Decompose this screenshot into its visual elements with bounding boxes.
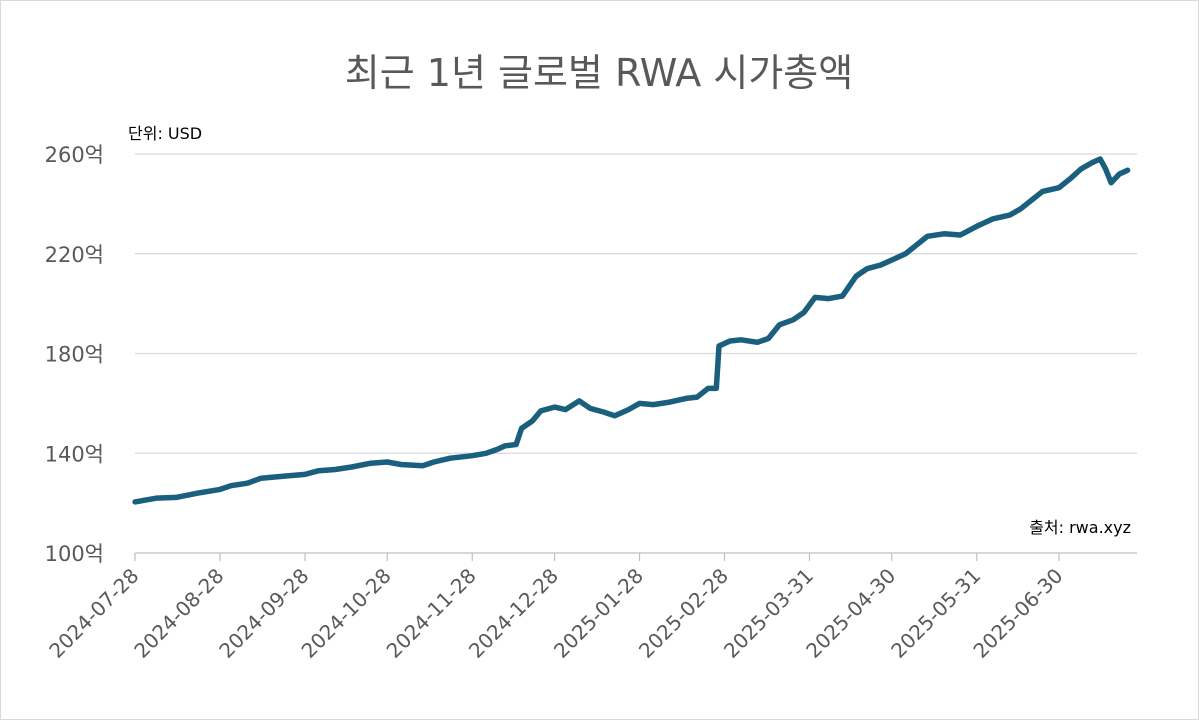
x-tick-label: 2025-01-28 (549, 564, 648, 663)
x-tick-label: 2025-06-30 (968, 564, 1067, 663)
x-tick-label: 2024-08-28 (129, 564, 228, 663)
chart-title: 최근 1년 글로벌 RWA 시가총액 (345, 51, 853, 95)
y-tick-label: 260억 (45, 143, 104, 167)
unit-label: 단위: USD (128, 124, 202, 143)
y-tick-label: 220억 (45, 243, 104, 267)
y-tick-label: 180억 (45, 343, 104, 367)
x-tick-label: 2025-04-30 (801, 564, 900, 663)
x-tick-label: 2025-02-28 (634, 564, 733, 663)
series-line (132, 156, 1131, 505)
x-tick-label: 2024-07-28 (44, 564, 143, 663)
y-tick-label: 100억 (45, 542, 104, 566)
x-tick-label: 2024-12-28 (464, 564, 563, 663)
x-tick-label: 2024-10-28 (297, 564, 396, 663)
source-label: 출처: rwa.xyz (1029, 518, 1131, 537)
y-tick-label: 140억 (45, 442, 104, 466)
